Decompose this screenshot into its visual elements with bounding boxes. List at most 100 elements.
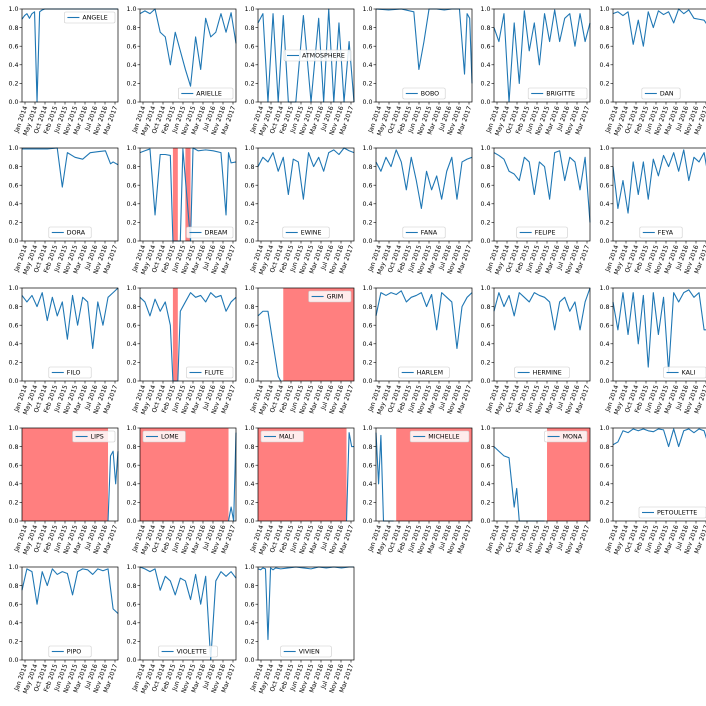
y-tick-label: 0.0 bbox=[480, 238, 490, 245]
axes-frame bbox=[493, 287, 591, 382]
y-tick-label: 0.8 bbox=[244, 583, 254, 590]
y-tick-label: 0.0 bbox=[8, 99, 18, 106]
y-tick-label: 0.2 bbox=[8, 81, 18, 88]
y-tick-label: 0.8 bbox=[480, 164, 490, 171]
shaded-region bbox=[172, 288, 178, 381]
axes-frame bbox=[493, 427, 591, 522]
y-tick-label: 0.0 bbox=[244, 99, 254, 106]
legend-label: ANGELE bbox=[82, 15, 107, 22]
y-tick-label: 1.0 bbox=[126, 145, 136, 152]
series-line bbox=[612, 149, 706, 214]
y-tick-label: 0.8 bbox=[244, 304, 254, 311]
y-tick-label: 0.6 bbox=[126, 601, 136, 608]
legend: DORA bbox=[48, 226, 92, 239]
y-tick-label: 1.0 bbox=[8, 6, 18, 13]
series-line bbox=[257, 147, 355, 200]
y-tick-label: 0.2 bbox=[480, 360, 490, 367]
series-line bbox=[375, 432, 394, 522]
y-tick-label: 0.6 bbox=[126, 322, 136, 329]
series-line bbox=[493, 287, 591, 331]
axes-frame bbox=[257, 147, 355, 242]
legend: VIVIEN bbox=[280, 645, 332, 658]
y-tick-label: 0.6 bbox=[8, 462, 18, 469]
y-tick-label: 0.6 bbox=[8, 43, 18, 50]
y-tick-label: 0.8 bbox=[126, 25, 136, 32]
series-line bbox=[227, 432, 237, 522]
axes-frame bbox=[257, 566, 355, 661]
y-tick-label: 0.4 bbox=[244, 341, 254, 348]
y-tick-label: 0.6 bbox=[244, 462, 254, 469]
y-tick-label: 0.6 bbox=[244, 322, 254, 329]
y-tick-label: 0.4 bbox=[126, 341, 136, 348]
legend-label: DAN bbox=[660, 91, 674, 98]
y-tick-label: 1.0 bbox=[480, 6, 490, 13]
legend-label: VIVIEN bbox=[299, 649, 320, 656]
axes-frame bbox=[375, 8, 473, 103]
legend-box bbox=[282, 226, 330, 239]
y-tick-label: 0.4 bbox=[599, 201, 609, 208]
y-tick-label: 0.8 bbox=[244, 444, 254, 451]
y-tick-label: 1.0 bbox=[8, 145, 18, 152]
legend-label: BOBO bbox=[421, 91, 439, 98]
y-tick-label: 0.8 bbox=[599, 25, 609, 32]
y-tick-label: 0.6 bbox=[599, 182, 609, 189]
y-tick-label: 0.4 bbox=[480, 481, 490, 488]
y-tick-label: 0.4 bbox=[126, 481, 136, 488]
axes-frame bbox=[612, 427, 706, 522]
y-tick-label: 0.8 bbox=[480, 304, 490, 311]
y-tick-label: 0.2 bbox=[8, 500, 18, 507]
y-tick-label: 1.0 bbox=[244, 285, 254, 292]
legend: ARIELLE bbox=[178, 87, 234, 100]
axes-frame bbox=[21, 8, 119, 103]
y-tick-label: 0.8 bbox=[599, 444, 609, 451]
y-tick-label: 0.2 bbox=[244, 500, 254, 507]
y-tick-label: 0.8 bbox=[599, 164, 609, 171]
y-tick-label: 0.8 bbox=[244, 25, 254, 32]
y-tick-label: 1.0 bbox=[362, 145, 372, 152]
y-tick-label: 0.8 bbox=[362, 444, 372, 451]
legend-box bbox=[308, 290, 352, 303]
series-line bbox=[493, 446, 545, 522]
legend-label: DORA bbox=[67, 230, 86, 237]
legend: GRIM bbox=[308, 290, 352, 303]
y-tick-label: 0.6 bbox=[599, 43, 609, 50]
shaded-region bbox=[547, 428, 590, 521]
y-tick-label: 0.2 bbox=[244, 220, 254, 227]
legend-box bbox=[178, 87, 234, 100]
shaded-region bbox=[140, 428, 229, 521]
axes-frame bbox=[21, 287, 119, 382]
y-tick-label: 0.4 bbox=[599, 62, 609, 69]
y-tick-label: 0.6 bbox=[362, 43, 372, 50]
legend: HARLEM bbox=[398, 366, 450, 379]
y-tick-label: 0.0 bbox=[362, 378, 372, 385]
y-tick-label: 0.8 bbox=[8, 583, 18, 590]
legend: LIPS bbox=[72, 430, 116, 443]
y-tick-label: 1.0 bbox=[362, 6, 372, 13]
y-tick-label: 0.8 bbox=[480, 25, 490, 32]
y-tick-label: 0.4 bbox=[126, 201, 136, 208]
legend: KALI bbox=[663, 366, 706, 379]
legend-label: PETOULETTE bbox=[657, 510, 697, 517]
y-tick-label: 0.6 bbox=[244, 182, 254, 189]
legend: HERMINE bbox=[514, 366, 570, 379]
axes-frame bbox=[612, 287, 706, 382]
axes-frame bbox=[375, 147, 473, 242]
y-tick-label: 0.6 bbox=[480, 322, 490, 329]
legend: ANGELE bbox=[64, 11, 116, 24]
y-tick-label: 0.2 bbox=[244, 360, 254, 367]
y-tick-label: 0.2 bbox=[126, 360, 136, 367]
axes-frame bbox=[139, 287, 237, 382]
y-tick-label: 0.0 bbox=[599, 378, 609, 385]
legend-label: ATMOSPHERE bbox=[302, 53, 345, 60]
shaded-region bbox=[172, 148, 178, 241]
